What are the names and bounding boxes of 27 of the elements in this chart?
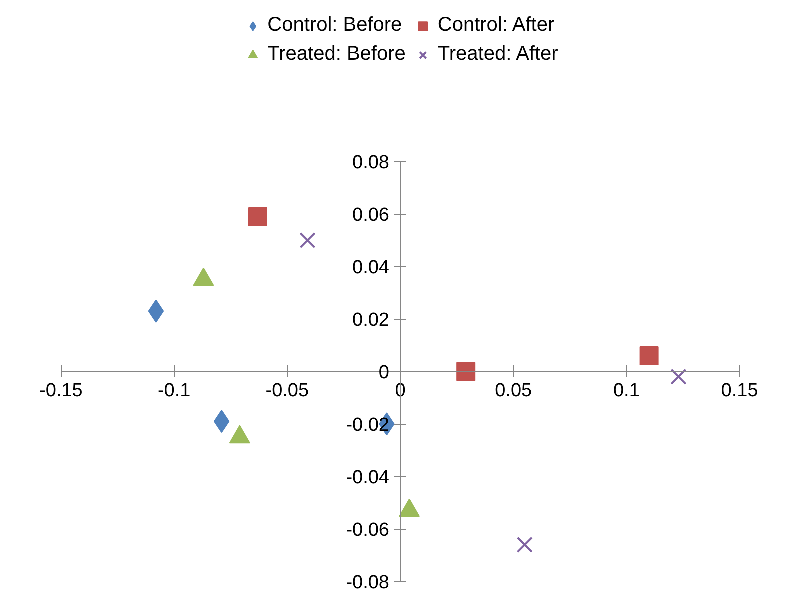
x-tick-label: -0.1	[158, 380, 191, 402]
y-tick-label: 0.04	[352, 258, 390, 279]
y-tick-label: 0	[378, 362, 390, 384]
point	[248, 207, 268, 226]
point	[300, 232, 316, 249]
y-tick-label: -0.06	[346, 520, 390, 542]
x-tick-label: 0.1	[613, 380, 640, 402]
legend-label: Control: After	[438, 14, 555, 37]
x-tick-label: -0.05	[266, 380, 310, 402]
y-tick-label: -0.08	[346, 572, 390, 594]
x-tick-label: 0.15	[721, 380, 758, 402]
point	[148, 300, 164, 323]
y-tick-label: 0.02	[352, 310, 390, 332]
point	[670, 368, 687, 386]
point	[640, 346, 659, 366]
y-tick-label: -0.04	[346, 468, 390, 489]
point	[214, 410, 230, 434]
y-tick-label: 0.06	[352, 205, 390, 226]
legend-label: Treated: After	[438, 43, 558, 66]
x-tick-label: -0.15	[40, 380, 83, 402]
x-tick-label: 0.05	[495, 380, 532, 402]
point	[456, 362, 476, 382]
legend-label: Treated: Before	[268, 43, 406, 66]
legend-label: Control: Before	[268, 14, 402, 37]
y-tick-label: 0.08	[352, 152, 390, 174]
x-tick-label: 0	[395, 380, 406, 402]
point	[516, 536, 533, 554]
